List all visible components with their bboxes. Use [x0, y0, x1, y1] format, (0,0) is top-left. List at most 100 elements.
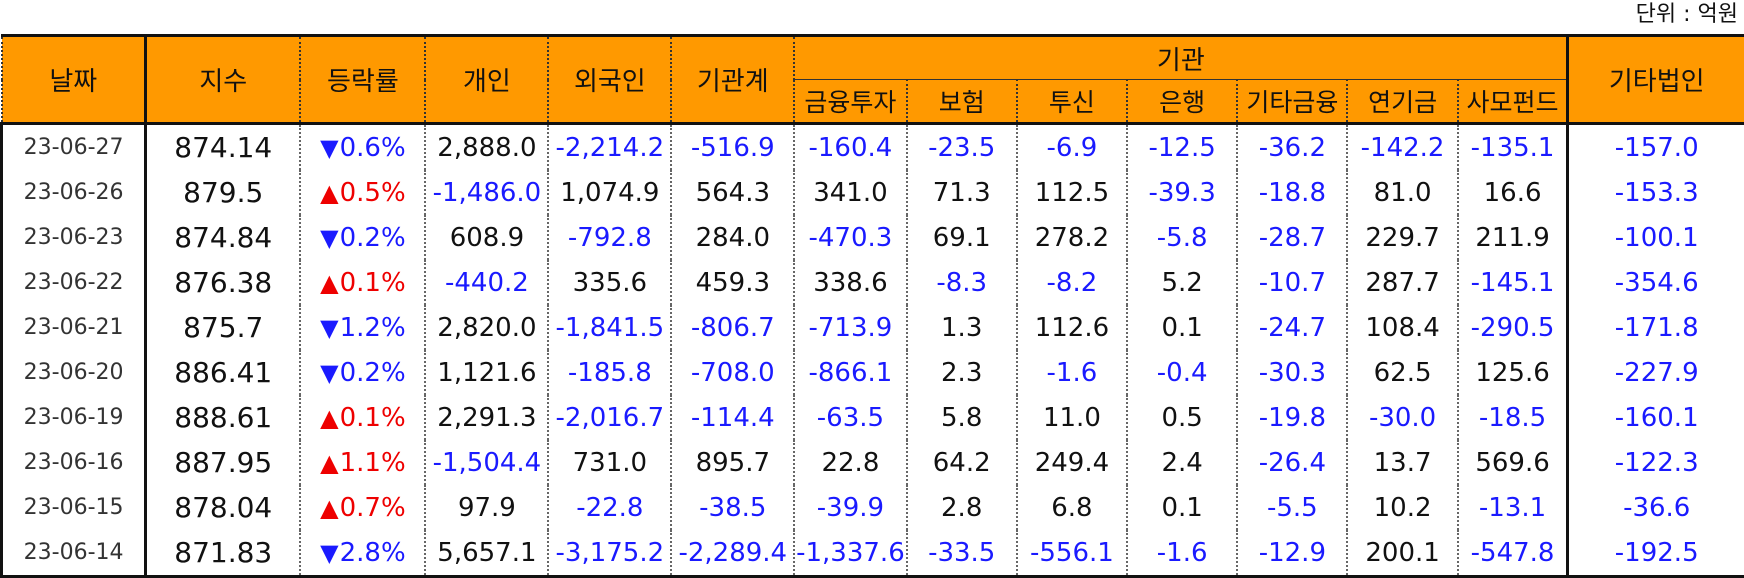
cell-value: 2.8 — [907, 485, 1017, 530]
cell-value: -145.1 — [1458, 260, 1568, 305]
cell-date: 23-06-16 — [2, 440, 146, 485]
cell-value: -18.5 — [1458, 395, 1568, 440]
cell-date: 23-06-26 — [2, 170, 146, 215]
cell-value: -2,289.4 — [671, 530, 794, 577]
cell-value: -114.4 — [671, 395, 794, 440]
cell-value: -18.8 — [1237, 170, 1347, 215]
cell-value: -26.4 — [1237, 440, 1347, 485]
change-value: 2.8% — [340, 538, 406, 568]
cell-value: -1,504.4 — [425, 440, 548, 485]
header-index: 지수 — [146, 36, 301, 124]
triangle-up-icon: ▲ — [320, 494, 338, 522]
header-change: 등락률 — [300, 36, 425, 124]
cell-value: -100.1 — [1568, 215, 1744, 260]
change-value: 0.6% — [340, 133, 406, 163]
change-value: 0.1% — [340, 403, 406, 433]
cell-index: 871.83 — [146, 530, 301, 577]
cell-value: 5.8 — [907, 395, 1017, 440]
cell-date: 23-06-20 — [2, 350, 146, 395]
header-inst-sub: 투신 — [1017, 80, 1127, 124]
header-inst-sub: 연기금 — [1347, 80, 1457, 124]
cell-value: -192.5 — [1568, 530, 1744, 577]
cell-value: 0.1 — [1127, 305, 1237, 350]
cell-value: -10.7 — [1237, 260, 1347, 305]
cell-value: 459.3 — [671, 260, 794, 305]
cell-value: 81.0 — [1347, 170, 1457, 215]
cell-value: -36.6 — [1568, 485, 1744, 530]
triangle-down-icon: ▼ — [320, 539, 338, 567]
cell-value: -12.5 — [1127, 124, 1237, 171]
change-value: 1.1% — [340, 448, 406, 478]
cell-value: -6.9 — [1017, 124, 1127, 171]
triangle-up-icon: ▲ — [320, 269, 338, 297]
cell-date: 23-06-19 — [2, 395, 146, 440]
cell-value: 338.6 — [794, 260, 906, 305]
cell-value: -547.8 — [1458, 530, 1568, 577]
triangle-down-icon: ▼ — [320, 224, 338, 252]
cell-value: 2,820.0 — [425, 305, 548, 350]
change-value: 0.5% — [340, 178, 406, 208]
cell-value: -30.3 — [1237, 350, 1347, 395]
cell-value: -8.3 — [907, 260, 1017, 305]
cell-value: -160.4 — [794, 124, 906, 171]
cell-value: 62.5 — [1347, 350, 1457, 395]
header-date: 날짜 — [2, 36, 146, 124]
cell-value: 200.1 — [1347, 530, 1457, 577]
cell-value: 284.0 — [671, 215, 794, 260]
cell-change: ▼0.2% — [300, 215, 425, 260]
cell-value: -157.0 — [1568, 124, 1744, 171]
cell-value: 112.6 — [1017, 305, 1127, 350]
cell-value: 229.7 — [1347, 215, 1457, 260]
cell-value: 69.1 — [907, 215, 1017, 260]
cell-value: -13.1 — [1458, 485, 1568, 530]
cell-value: 1,121.6 — [425, 350, 548, 395]
header-inst-group: 기관 — [794, 36, 1568, 80]
cell-value: -171.8 — [1568, 305, 1744, 350]
cell-value: -708.0 — [671, 350, 794, 395]
cell-value: -470.3 — [794, 215, 906, 260]
cell-value: 13.7 — [1347, 440, 1457, 485]
header-inst-sub: 보험 — [907, 80, 1017, 124]
header-other-corp: 기타법인 — [1568, 36, 1744, 124]
cell-value: -1,841.5 — [548, 305, 671, 350]
cell-value: -36.2 — [1237, 124, 1347, 171]
cell-value: 5,657.1 — [425, 530, 548, 577]
cell-change: ▼0.6% — [300, 124, 425, 171]
cell-value: -3,175.2 — [548, 530, 671, 577]
cell-value: -23.5 — [907, 124, 1017, 171]
cell-value: -792.8 — [548, 215, 671, 260]
cell-value: 10.2 — [1347, 485, 1457, 530]
cell-value: -0.4 — [1127, 350, 1237, 395]
cell-value: -160.1 — [1568, 395, 1744, 440]
cell-index: 876.38 — [146, 260, 301, 305]
cell-value: 11.0 — [1017, 395, 1127, 440]
header-foreign: 외국인 — [548, 36, 671, 124]
header-inst-total: 기관계 — [671, 36, 794, 124]
cell-value: -354.6 — [1568, 260, 1744, 305]
cell-value: -1,337.6 — [794, 530, 906, 577]
cell-value: -135.1 — [1458, 124, 1568, 171]
cell-value: -142.2 — [1347, 124, 1457, 171]
cell-value: 112.5 — [1017, 170, 1127, 215]
cell-value: -63.5 — [794, 395, 906, 440]
cell-value: 1,074.9 — [548, 170, 671, 215]
cell-index: 874.84 — [146, 215, 301, 260]
triangle-up-icon: ▲ — [320, 404, 338, 432]
cell-index: 874.14 — [146, 124, 301, 171]
header-individual: 개인 — [425, 36, 548, 124]
triangle-down-icon: ▼ — [320, 314, 338, 342]
cell-value: -153.3 — [1568, 170, 1744, 215]
cell-value: 564.3 — [671, 170, 794, 215]
cell-value: 895.7 — [671, 440, 794, 485]
triangle-up-icon: ▲ — [320, 179, 338, 207]
cell-value: 5.2 — [1127, 260, 1237, 305]
cell-value: 6.8 — [1017, 485, 1127, 530]
